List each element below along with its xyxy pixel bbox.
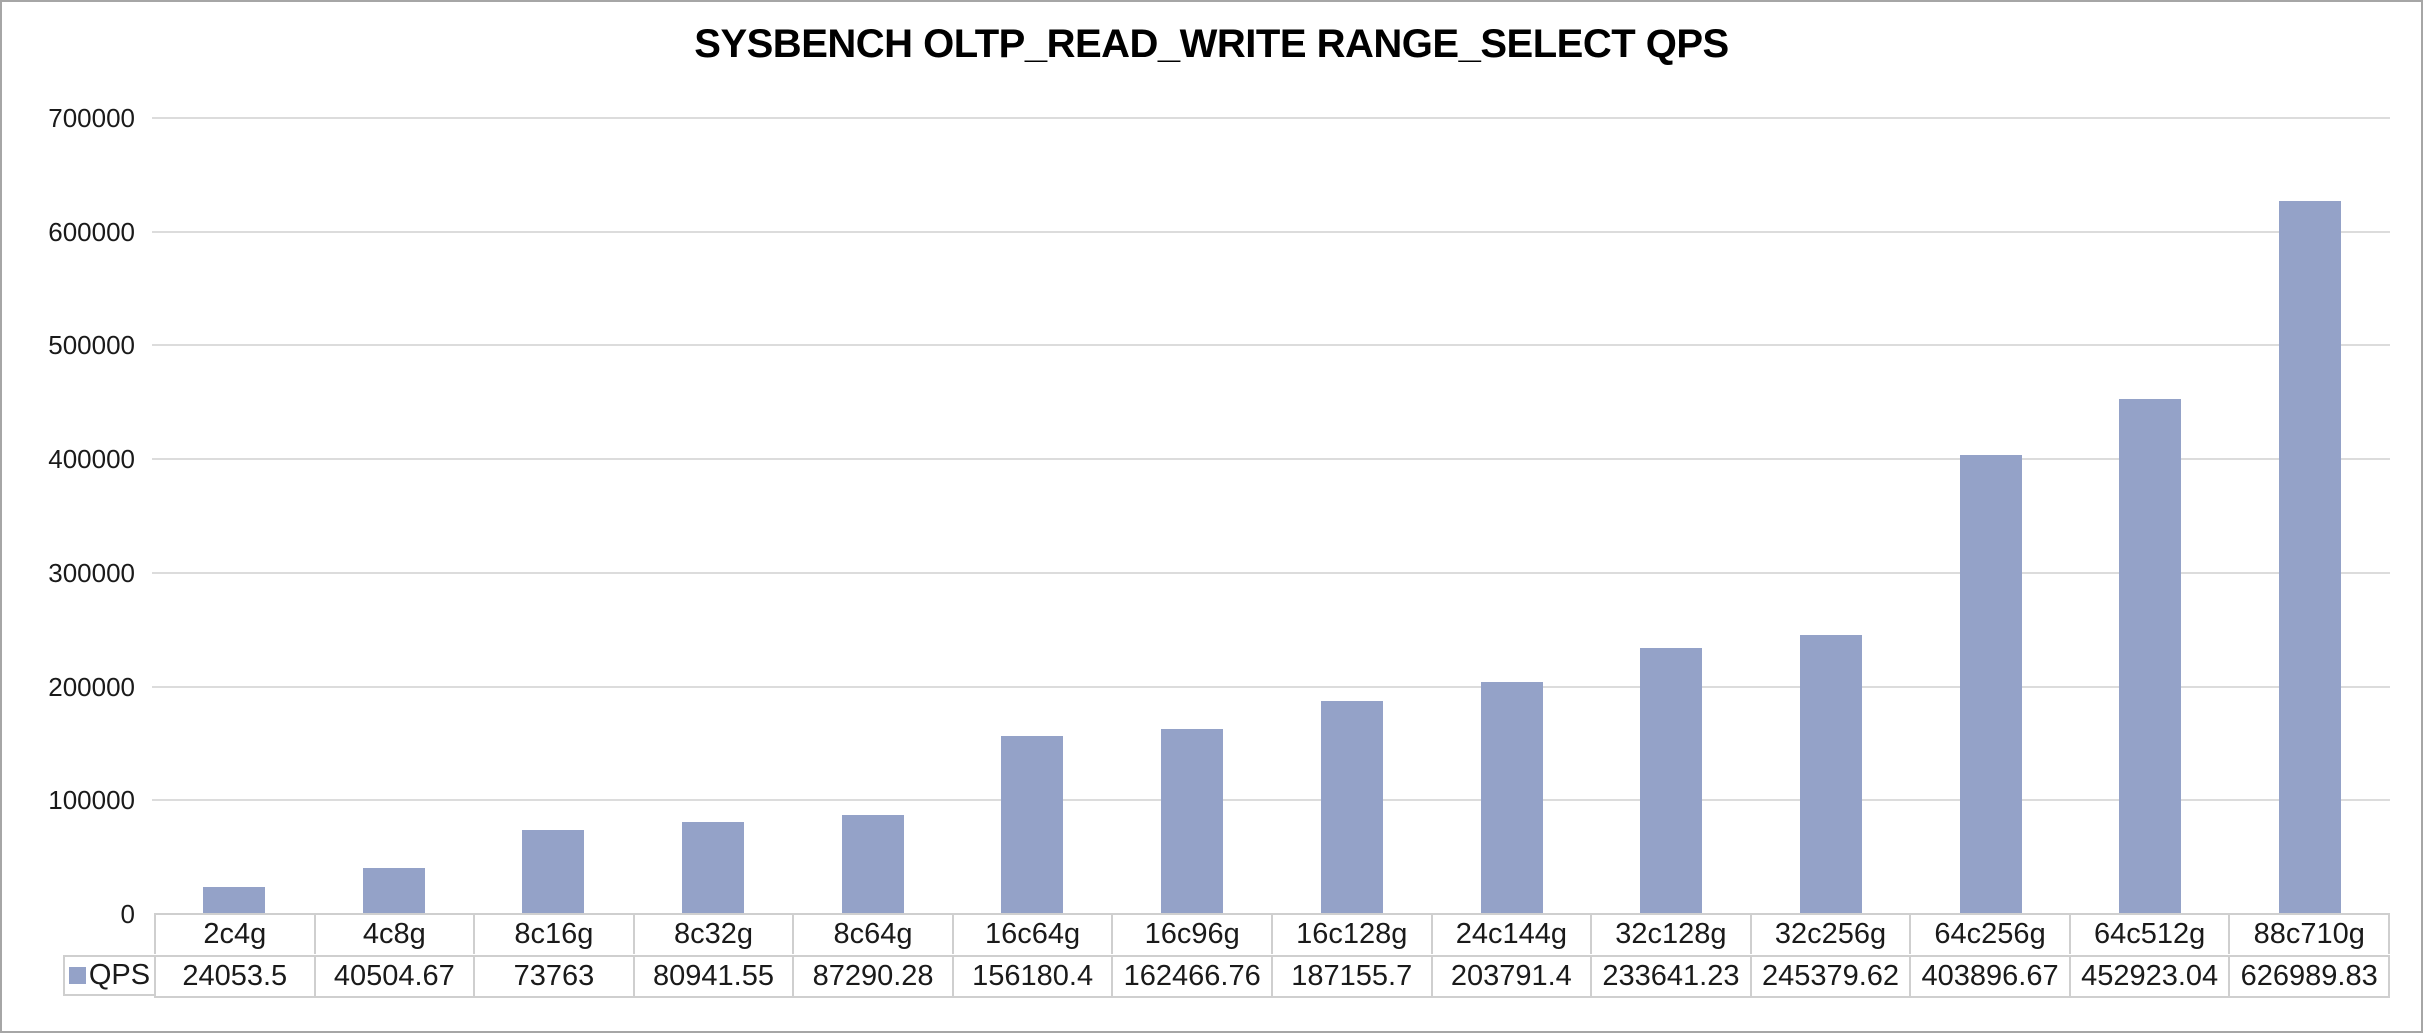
table-value-cell: 156180.4 [953, 957, 1114, 996]
gridline [152, 117, 2390, 119]
bar-32c256g [1800, 634, 1862, 914]
gridline [152, 571, 2390, 574]
y-axis-tick-label: 600000 [48, 216, 135, 247]
bar-88c710g [2279, 201, 2342, 914]
chart-title: SYSBENCH OLTP_READ_WRITE RANGE_SELECT QP… [694, 22, 1729, 66]
bar-16c64g [1001, 736, 1064, 914]
table-value-cell: 233641.23 [1592, 957, 1752, 996]
bar-2c4g [202, 886, 265, 914]
gridline [152, 685, 2390, 688]
table-value-cell: 162466.76 [1113, 957, 1273, 996]
y-axis-tick-label: 500000 [48, 330, 135, 361]
table-value-cell: 40504.67 [315, 957, 476, 996]
bar-32c128g [1640, 648, 1703, 914]
bar-16c96g [1161, 729, 1224, 914]
table-value-cell: 452923.04 [2070, 957, 2231, 996]
table-category-cell: 8c64g [794, 915, 954, 954]
table-value-cell: 187155.7 [1272, 957, 1433, 996]
bar-8c16g [522, 830, 585, 914]
bar-16c128g [1320, 701, 1383, 914]
y-axis-tick-label: 100000 [48, 785, 135, 816]
table-value-cell: 80941.55 [634, 957, 795, 996]
data-table-value-row: 24053.5 40504.67 73763 80941.55 87290.28 1561… [154, 955, 2390, 998]
table-category-cell: 8c32g [634, 915, 795, 954]
table-category-cell: 16c64g [953, 915, 1114, 954]
table-value-cell: 87290.28 [794, 957, 954, 996]
table-category-cell: 88c710g [2230, 915, 2390, 954]
bar-24c144g [1480, 682, 1543, 914]
table-value-cell: 403896.67 [1911, 957, 2071, 996]
table-category-cell: 64c256g [1911, 915, 2071, 954]
y-axis-tick-label: 0 [120, 899, 135, 929]
table-category-cell: 24c144g [1432, 915, 1593, 954]
gridline [152, 344, 2390, 347]
table-category-cell: 32c128g [1592, 915, 1752, 954]
legend-color-swatch-icon [68, 967, 86, 984]
legend-series-label: QPS [88, 959, 151, 991]
table-value-cell: 73763 [475, 957, 635, 996]
bar-8c32g [682, 821, 744, 914]
bar-4c8g [362, 867, 425, 914]
y-axis-tick-label: 700000 [48, 103, 135, 133]
data-table-category-row: 2c4g 4c8g 8c16g 8c32g 8c64g 16c64g 16c96g 16c12… [154, 913, 2390, 954]
table-category-cell: 64c512g [2070, 915, 2231, 954]
bar-8c64g [841, 814, 904, 914]
gridline [152, 458, 2390, 461]
table-value-cell: 245379.62 [1751, 957, 1912, 996]
table-category-cell: 16c128g [1272, 915, 1433, 954]
y-axis-tick-label: 300000 [48, 557, 135, 588]
gridline [152, 230, 2390, 233]
legend-key-cell: QPS [63, 955, 154, 996]
table-category-cell: 32c256g [1751, 915, 1912, 954]
bar-64c512g [2119, 398, 2182, 914]
bar-64c256g [1959, 454, 2022, 914]
table-value-cell: 203791.4 [1432, 957, 1593, 996]
table-category-cell: 2c4g [156, 915, 316, 954]
table-category-cell: 4c8g [315, 915, 476, 954]
table-category-cell: 16c96g [1113, 915, 1273, 954]
table-category-cell: 8c16g [475, 915, 635, 954]
table-value-cell: 24053.5 [156, 957, 316, 996]
y-axis-tick-label: 200000 [48, 671, 135, 702]
y-axis-tick-label: 400000 [48, 444, 135, 475]
gridline [152, 799, 2390, 802]
table-value-cell: 626989.83 [2230, 957, 2390, 996]
